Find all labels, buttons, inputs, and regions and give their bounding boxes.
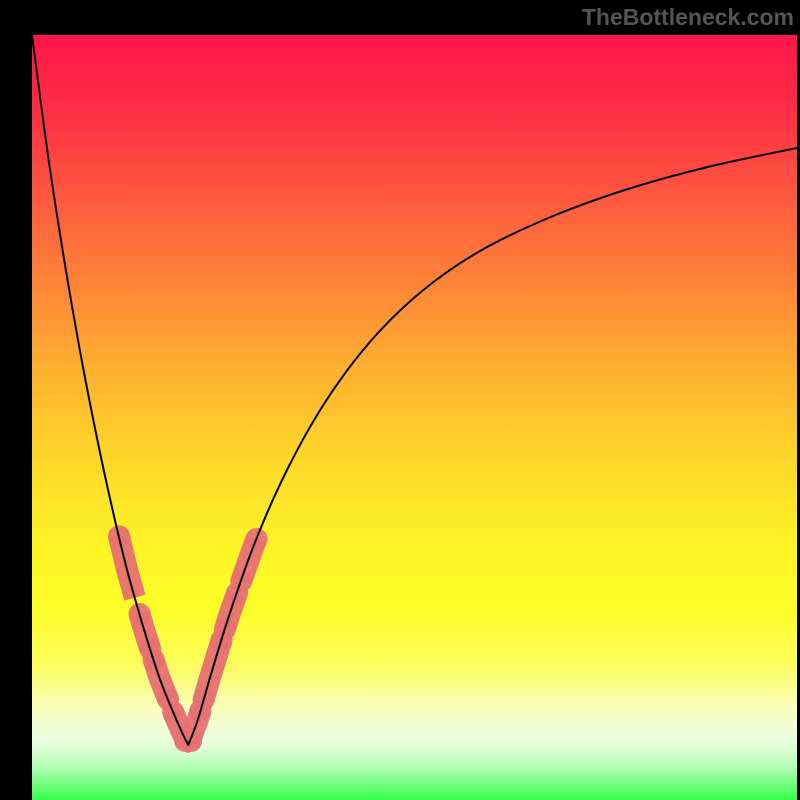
watermark-text: TheBottleneck.com xyxy=(582,4,794,31)
chart-svg xyxy=(0,0,800,800)
plot-background xyxy=(32,35,797,800)
